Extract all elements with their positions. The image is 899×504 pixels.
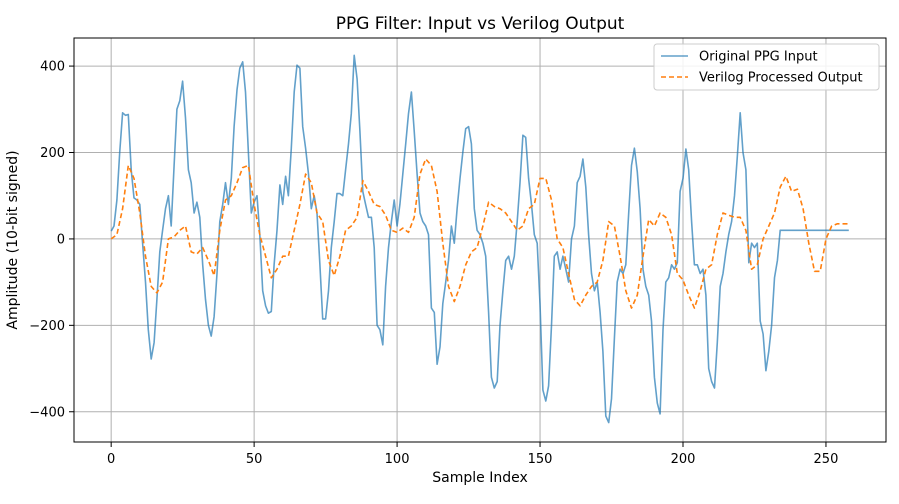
y-tick-label: 400 <box>40 60 65 75</box>
y-tick-label: 200 <box>40 146 65 161</box>
ticks-layer: 0 50 100 150 200 250 −400 −200 0 200 400 <box>29 60 838 467</box>
legend: Original PPG Input Verilog Processed Outp… <box>653 43 880 91</box>
x-tick-label: 50 <box>246 452 263 467</box>
x-tick-label: 0 <box>107 452 115 467</box>
y-tick-label: −200 <box>29 319 65 334</box>
legend-label-2: Verilog Processed Output <box>699 71 863 86</box>
x-tick-label: 250 <box>814 452 839 467</box>
y-axis-label: Amplitude (10-bit signed) <box>5 150 21 329</box>
y-tick-label: −400 <box>29 405 65 420</box>
x-axis-label: Sample Index <box>432 470 527 486</box>
chart-title: PPG Filter: Input vs Verilog Output <box>336 14 625 34</box>
series-line-2 <box>110 158 849 309</box>
grid-layer <box>74 38 886 442</box>
x-tick-label: 150 <box>528 452 553 467</box>
y-tick-label: 0 <box>57 232 65 247</box>
plot-frame <box>73 37 887 443</box>
legend-box <box>653 43 880 91</box>
x-tick-label: 200 <box>671 452 696 467</box>
series-layer <box>110 54 849 424</box>
x-tick-label: 100 <box>385 452 410 467</box>
legend-label-1: Original PPG Input <box>699 50 818 65</box>
